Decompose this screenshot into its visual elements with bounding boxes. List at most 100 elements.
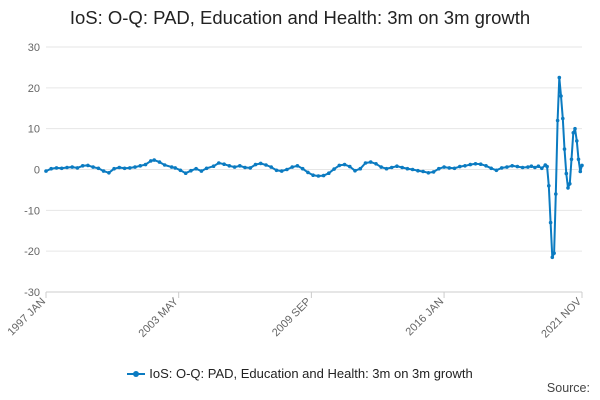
- legend-marker-icon: [127, 369, 146, 379]
- data-point: [571, 131, 576, 135]
- data-point: [86, 163, 90, 168]
- x-tick-label: 2009 SEP: [270, 296, 314, 340]
- data-point: [576, 157, 581, 162]
- data-point: [568, 182, 572, 186]
- data-point: [578, 169, 583, 174]
- data-point: [75, 166, 80, 170]
- x-tick-label: 2016 JAN: [404, 296, 447, 339]
- data-point: [573, 126, 577, 131]
- data-point: [264, 163, 268, 167]
- data-point: [128, 166, 132, 170]
- data-point: [552, 251, 556, 255]
- y-tick-label: -10: [24, 205, 40, 217]
- data-point: [566, 186, 570, 190]
- data-point: [529, 164, 534, 168]
- data-point: [489, 166, 494, 171]
- y-tick-label: 20: [28, 83, 40, 95]
- data-point: [431, 170, 436, 174]
- data-point: [545, 164, 549, 169]
- data-point: [395, 164, 399, 168]
- data-point: [389, 165, 394, 170]
- data-point: [363, 161, 368, 165]
- data-point: [384, 166, 389, 171]
- legend[interactable]: IoS: O-Q: PAD, Education and Health: 3m …: [0, 365, 600, 381]
- data-point: [133, 165, 137, 169]
- data-point: [217, 161, 221, 165]
- data-point: [332, 167, 336, 171]
- data-point: [238, 164, 242, 168]
- data-point: [306, 170, 310, 175]
- data-point: [468, 162, 473, 167]
- data-point: [533, 165, 537, 170]
- data-point: [211, 164, 216, 168]
- data-point: [49, 166, 53, 171]
- data-point: [555, 118, 560, 123]
- data-point: [368, 160, 373, 164]
- data-point: [274, 168, 279, 173]
- y-tick-label: 0: [34, 165, 40, 177]
- data-point: [550, 255, 555, 260]
- data-point: [290, 165, 295, 169]
- data-point: [54, 166, 59, 170]
- data-point: [499, 166, 504, 170]
- data-point: [107, 171, 111, 175]
- data-point: [353, 168, 357, 173]
- data-point: [112, 166, 116, 171]
- data-point: [564, 171, 569, 176]
- data-point: [321, 173, 326, 178]
- data-point: [253, 162, 258, 167]
- data-point: [452, 166, 457, 171]
- data-point: [189, 168, 193, 173]
- data-point: [437, 166, 441, 171]
- data-point: [204, 166, 209, 171]
- data-point: [379, 165, 384, 169]
- data-point: [227, 164, 232, 168]
- data-point: [91, 165, 95, 169]
- data-point: [473, 162, 478, 166]
- x-tick-label: 1997 JAN: [5, 296, 48, 339]
- data-point: [243, 165, 247, 170]
- data-point: [199, 169, 204, 173]
- data-point: [173, 166, 177, 170]
- data-point: [458, 164, 462, 169]
- data-point: [557, 75, 562, 80]
- data-point: [561, 116, 565, 121]
- data-point: [494, 168, 499, 173]
- data-point: [70, 165, 74, 169]
- data-point: [143, 162, 148, 167]
- data-point: [258, 161, 263, 166]
- data-point: [478, 162, 483, 166]
- data-point: [358, 166, 363, 171]
- data-point: [169, 165, 174, 169]
- data-point: [580, 163, 584, 168]
- data-point: [162, 163, 167, 167]
- data-point: [374, 162, 378, 166]
- data-point: [117, 165, 122, 170]
- data-point: [327, 171, 331, 175]
- data-point: [536, 164, 541, 168]
- data-point: [80, 164, 85, 168]
- data-point: [547, 184, 551, 188]
- data-point: [348, 164, 352, 169]
- data-point: [232, 165, 237, 169]
- data-point: [559, 94, 563, 98]
- data-point: [178, 168, 183, 173]
- data-point: [575, 139, 579, 143]
- data-point: [194, 166, 198, 171]
- data-point: [520, 165, 525, 170]
- data-point: [65, 165, 69, 170]
- data-point: [526, 165, 530, 169]
- data-point: [300, 166, 305, 171]
- data-point: [540, 166, 544, 171]
- y-tick-label: -20: [24, 246, 40, 258]
- data-point: [484, 164, 488, 168]
- data-point: [279, 169, 284, 173]
- x-tick-label: 2021 NOV: [539, 295, 584, 340]
- y-tick-label: -30: [24, 287, 40, 299]
- chart-title: IoS: O-Q: PAD, Education and Health: 3m …: [69, 7, 531, 28]
- y-tick-label: 30: [28, 42, 40, 54]
- data-point: [122, 166, 127, 171]
- data-point: [548, 220, 553, 225]
- data-point: [59, 166, 64, 171]
